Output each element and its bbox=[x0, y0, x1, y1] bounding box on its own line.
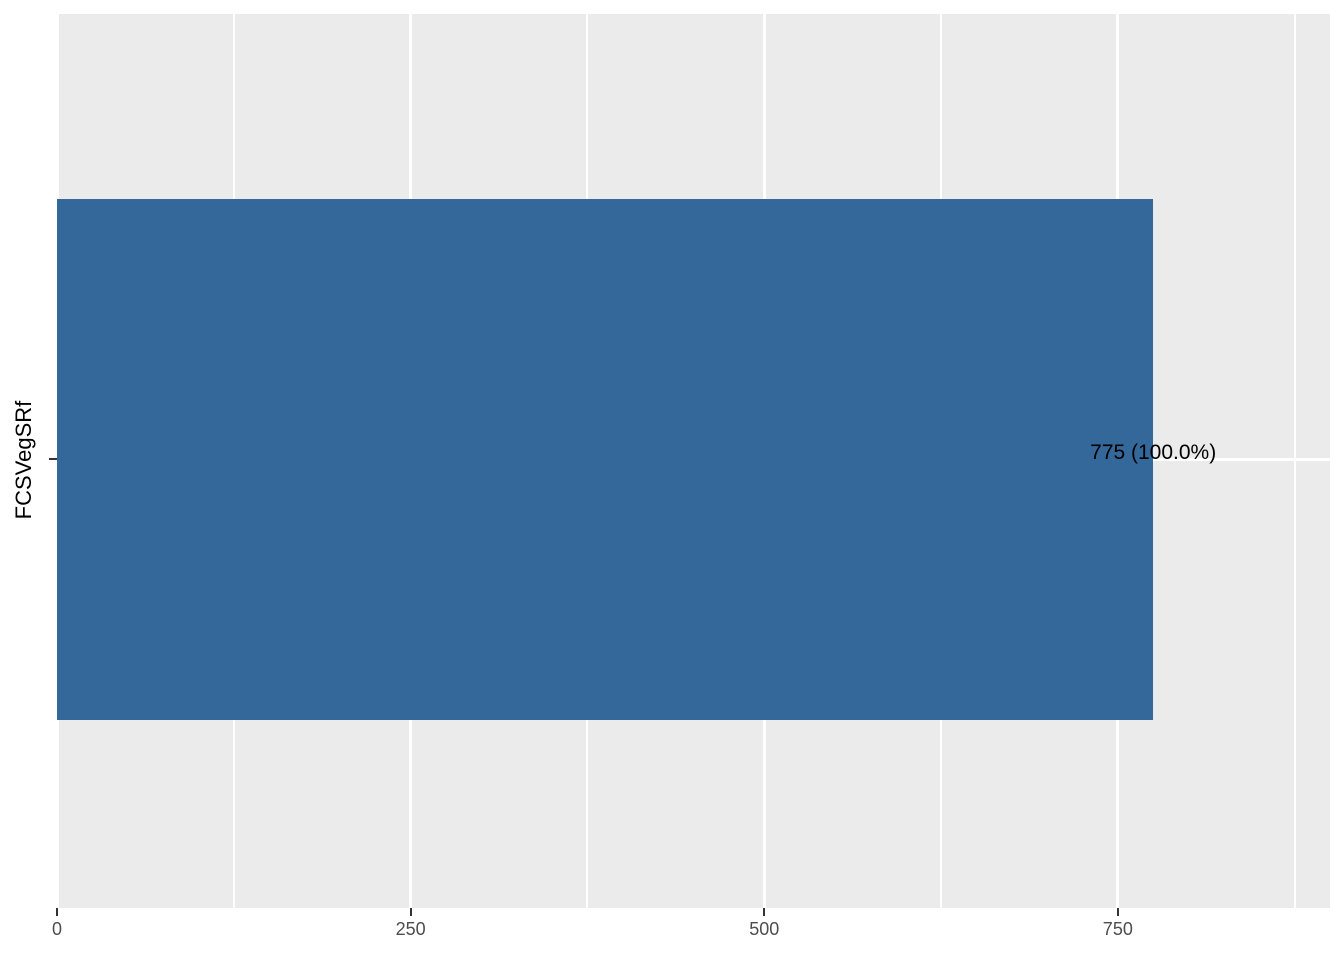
x-tick-mark-500 bbox=[763, 908, 766, 916]
y-tick-mark bbox=[49, 458, 57, 460]
plot-panel: 775 (100.0%) bbox=[57, 14, 1330, 908]
y-axis-title: FCSVegSRf bbox=[11, 400, 36, 520]
x-tick-mark-750 bbox=[1116, 908, 1119, 916]
x-tick-mark-250 bbox=[409, 908, 412, 916]
bar-value-label: 775 (100.0%) bbox=[1090, 440, 1217, 464]
bar-fcsvegsrf bbox=[57, 199, 1154, 720]
x-tick-label-750: 750 bbox=[1102, 919, 1133, 939]
x-tick-mark-0 bbox=[56, 908, 58, 916]
x-tick-label-0: 0 bbox=[51, 919, 63, 939]
x-tick-label-500: 500 bbox=[749, 919, 780, 939]
x-tick-label-250: 250 bbox=[395, 919, 426, 939]
minor-gridline-x-875 bbox=[1293, 14, 1296, 908]
